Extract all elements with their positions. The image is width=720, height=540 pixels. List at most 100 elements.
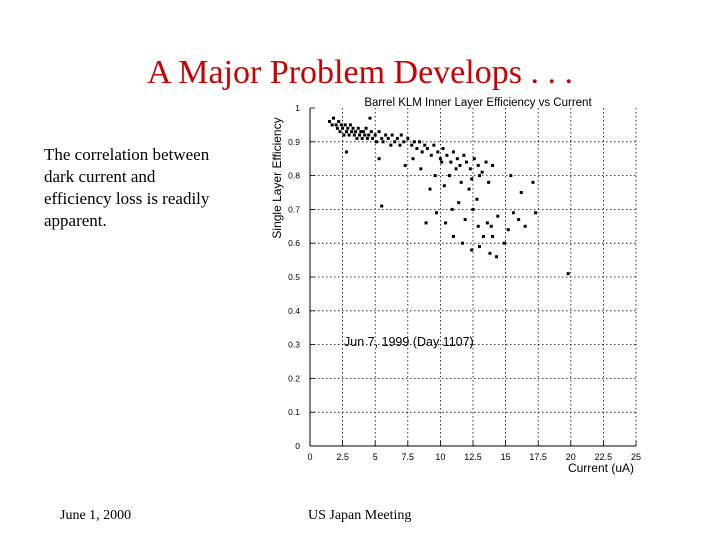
data-point xyxy=(429,153,433,157)
data-point xyxy=(402,140,406,144)
data-point xyxy=(502,241,506,245)
y-tick-label: 0.7 xyxy=(288,204,300,214)
data-point xyxy=(454,167,458,171)
data-point xyxy=(354,130,358,134)
data-point xyxy=(424,221,428,225)
data-point xyxy=(389,143,393,147)
data-point xyxy=(491,163,495,167)
data-point xyxy=(566,272,570,276)
data-point xyxy=(475,197,479,201)
data-point xyxy=(373,133,377,137)
data-point xyxy=(519,191,523,194)
x-tick-label: 0 xyxy=(307,452,312,462)
data-point xyxy=(418,140,422,144)
data-point xyxy=(375,140,379,144)
data-point xyxy=(338,130,342,134)
y-tick-label: 0 xyxy=(295,441,300,451)
data-point xyxy=(420,150,424,154)
data-point xyxy=(347,133,351,137)
x-tick-label: 2.5 xyxy=(336,452,349,462)
data-point xyxy=(411,157,415,161)
slide-title: A Major Problem Develops . . . xyxy=(147,54,573,91)
data-point xyxy=(365,136,369,140)
data-point xyxy=(433,174,437,178)
data-point xyxy=(339,123,343,127)
data-point xyxy=(337,120,341,124)
data-point xyxy=(345,130,349,134)
data-point xyxy=(476,224,480,228)
data-point xyxy=(364,126,368,130)
scatter-chart: 0 0.1 0.2 0.3 0.4 0.5 0.6 0.7 0.8 0.9 1 0 2.5 5 7.5 10… xyxy=(270,97,641,475)
data-point xyxy=(334,123,338,127)
y-axis-label: Single Layer Efficiency xyxy=(270,117,284,238)
data-point xyxy=(509,174,513,178)
data-point xyxy=(464,160,468,164)
data-point xyxy=(511,211,515,215)
y-tick-label: 0.4 xyxy=(288,306,300,316)
data-point xyxy=(442,184,446,188)
data-point xyxy=(478,245,482,249)
data-point xyxy=(434,211,438,215)
data-point xyxy=(358,133,362,137)
footer-event: US Japan Meeting xyxy=(308,508,412,523)
data-point xyxy=(444,221,448,225)
data-point xyxy=(352,133,356,137)
data-point xyxy=(371,136,375,140)
data-point xyxy=(398,143,402,147)
data-point xyxy=(451,150,455,154)
data-point xyxy=(517,218,521,222)
data-point xyxy=(368,116,372,120)
x-tick-label: 17.5 xyxy=(529,452,547,462)
x-tick-labels: 0 2.5 5 7.5 10 12.5 15 17.5 20 22.5 25 xyxy=(307,452,641,462)
data-point xyxy=(335,126,339,130)
data-point xyxy=(468,167,472,171)
data-point xyxy=(485,221,489,225)
y-tick-label: 0.5 xyxy=(288,272,300,282)
data-point xyxy=(328,120,332,124)
data-point xyxy=(341,126,345,130)
data-point xyxy=(410,143,414,147)
data-point xyxy=(440,160,444,164)
data-point xyxy=(419,167,423,171)
data-point xyxy=(461,241,465,245)
data-point xyxy=(351,126,355,130)
data-point xyxy=(491,234,495,238)
data-point xyxy=(381,140,385,144)
data-point xyxy=(355,136,359,140)
data-point xyxy=(467,187,471,191)
y-tick-label: 1 xyxy=(295,103,300,113)
y-tick-label: 0.1 xyxy=(288,407,300,417)
data-point xyxy=(450,207,454,211)
chart-title: Barrel KLM Inner Layer Efficiency vs Cur… xyxy=(364,97,592,109)
data-point xyxy=(488,251,492,255)
y-tick-label: 0.6 xyxy=(288,238,300,248)
x-tick-label: 10 xyxy=(435,452,445,462)
x-tick-label: 20 xyxy=(566,452,576,462)
x-tick-label: 15 xyxy=(501,452,511,462)
data-point xyxy=(484,160,488,164)
data-point xyxy=(462,153,466,157)
data-point xyxy=(531,180,535,184)
footer-date: June 1, 2000 xyxy=(60,508,132,523)
data-point xyxy=(399,133,403,137)
data-point xyxy=(386,136,390,140)
data-point xyxy=(478,174,482,178)
x-tick-label: 7.5 xyxy=(402,452,415,462)
data-point xyxy=(458,163,462,167)
y-tick-label: 0.8 xyxy=(288,171,300,181)
data-point xyxy=(428,187,432,191)
data-point xyxy=(348,123,352,127)
data-point xyxy=(361,130,365,134)
y-tick-label: 0.3 xyxy=(288,340,300,350)
data-point xyxy=(457,201,461,205)
grid-lines xyxy=(310,108,637,446)
data-point xyxy=(331,116,335,120)
data-point xyxy=(425,147,429,151)
data-point xyxy=(359,130,363,134)
data-point xyxy=(415,147,419,151)
data-point xyxy=(412,140,416,144)
data-point xyxy=(470,177,474,181)
data-point xyxy=(445,153,449,157)
data-point xyxy=(342,133,346,137)
x-tick-label: 22.5 xyxy=(595,452,613,462)
